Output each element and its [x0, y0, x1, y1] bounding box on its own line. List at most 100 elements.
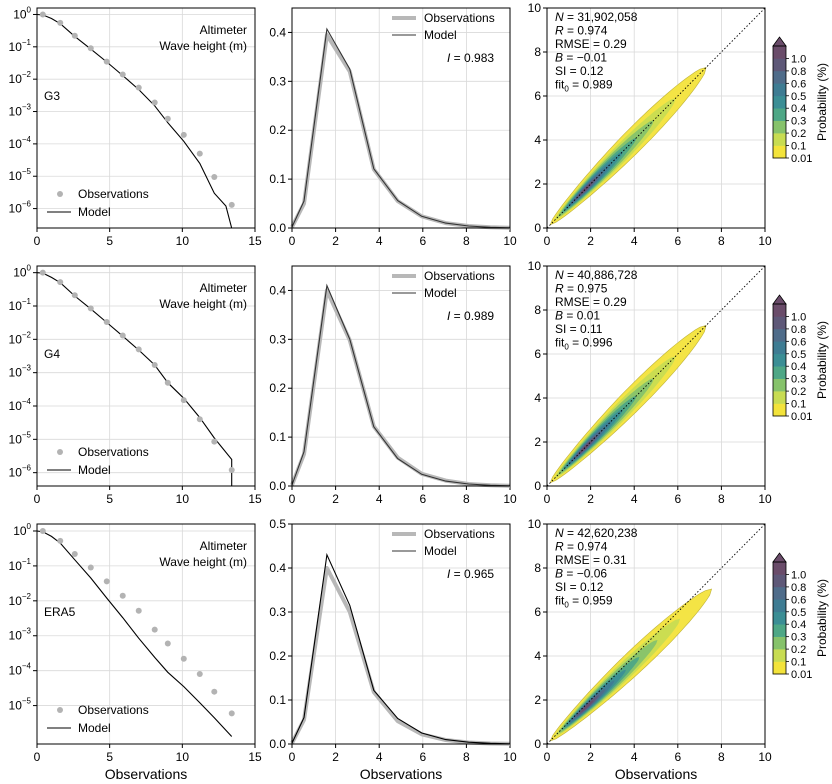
- ytick-label: 0.5: [269, 517, 286, 531]
- colorbar-segment: [773, 316, 786, 330]
- tick-exponent: −5: [22, 697, 32, 706]
- colorbar-tick-label: 0.01: [791, 153, 812, 165]
- tick-base: 10: [9, 594, 23, 608]
- statistic-line: fit0 = 0.996: [555, 336, 613, 352]
- colorbar-tick-label: 0.4: [791, 103, 806, 115]
- tick-exponent: −2: [22, 592, 32, 601]
- colorbar-segment: [773, 586, 786, 600]
- pdf-panel: 0.0 0.1 0.2 0.3 0.4 0.5 0 2 4 6 8 10 Observations Mod…: [269, 517, 517, 764]
- colorbar-segment: [773, 95, 786, 109]
- ytick-label: 0.1: [269, 693, 286, 707]
- colorbar-label: Probability (%): [815, 63, 829, 141]
- colorbar-tick-label: 0.8: [791, 324, 806, 336]
- tick-exponent: −1: [22, 557, 32, 566]
- colorbar-frame: [772, 561, 787, 675]
- ytick-label: 0.4: [269, 561, 286, 575]
- statistic-line: N = 42,620,238: [555, 526, 638, 540]
- tick-base: 10: [9, 72, 23, 86]
- pdf-panel: 0.0 0.1 0.2 0.3 0.4 0 2 4 6 8 10 Observations Model I…: [269, 265, 517, 506]
- observation-point: [228, 201, 235, 208]
- observation-point: [180, 397, 187, 404]
- observation-point: [211, 438, 218, 445]
- colorbar-extend-arrow: [772, 552, 787, 563]
- tick-base: 10: [13, 7, 27, 21]
- stat-value: = 0.974: [564, 540, 608, 554]
- ytick-label: 6: [534, 89, 541, 103]
- colorbar-tick-label: 0.5: [791, 349, 806, 361]
- observation-point: [57, 537, 64, 544]
- x-axis-label: Observations: [360, 766, 442, 782]
- tick-base: 10: [9, 299, 23, 313]
- tick-exponent: −5: [22, 430, 32, 439]
- ytick-label: 10−4: [9, 397, 32, 413]
- observation-point: [228, 467, 235, 474]
- statistic-line: fit0 = 0.959: [555, 594, 613, 610]
- agreement-index: I = 0.965: [447, 567, 494, 581]
- statistic-line: B = 0.01: [555, 309, 600, 323]
- statistic-line: fit0 = 0.989: [555, 78, 613, 94]
- observation-point: [57, 279, 64, 286]
- xtick-label: 4: [631, 492, 638, 506]
- model-label: G4: [44, 347, 60, 361]
- tick-exponent: −4: [22, 397, 32, 406]
- colorbar-label: Probability (%): [815, 321, 829, 399]
- ytick-label: 0.3: [269, 74, 286, 88]
- tick-exponent: −3: [22, 103, 32, 112]
- xtick-label: 8: [463, 234, 470, 248]
- xtick-label: 10: [503, 492, 517, 506]
- observation-point: [164, 115, 171, 122]
- colorbar-segment: [773, 145, 786, 159]
- stat-subscript: 0: [564, 85, 569, 94]
- ytick-label: 0.4: [269, 25, 286, 39]
- xtick-label: 10: [176, 234, 190, 248]
- ytick-label: 6: [534, 347, 541, 361]
- observation-point: [211, 688, 218, 695]
- colorbar: 0.010.10.20.30.40.50.60.81.0 Probability …: [772, 36, 829, 165]
- xtick-label: 8: [718, 234, 725, 248]
- colorbar-tick-label: 0.01: [791, 411, 812, 423]
- stat-subscript: 0: [564, 343, 569, 352]
- panel-title-line: Wave height (m): [159, 555, 247, 569]
- tick-base: 10: [9, 466, 23, 480]
- colorbar-segment: [773, 378, 786, 392]
- ytick-label: 100: [13, 5, 31, 21]
- colorbar-tick-label: 1.0: [791, 53, 806, 65]
- observation-point: [151, 361, 158, 368]
- statistic-line: B = −0.01: [555, 51, 607, 65]
- colorbar-segment: [773, 353, 786, 367]
- stat-value: = 0.01: [563, 309, 600, 323]
- colorbar-segment: [773, 366, 786, 379]
- stat-symbol: B: [555, 309, 563, 323]
- pdf-panel: 0.0 0.1 0.2 0.3 0.4 0 2 4 6 8 10 Observations Model I…: [269, 7, 517, 248]
- ytick-label: 0.0: [269, 737, 286, 751]
- ytick-label: 2: [534, 177, 541, 191]
- colorbar-tick-label: 0.4: [791, 619, 806, 631]
- legend-observation-marker: [57, 191, 63, 197]
- observation-point: [196, 416, 203, 423]
- one-to-one-line: [546, 523, 766, 745]
- density-contour: [580, 700, 594, 713]
- stat-subscript: 0: [564, 601, 569, 610]
- tick-exponent: −3: [22, 627, 32, 636]
- colorbar-tick-label: 0.2: [791, 386, 806, 398]
- ytick-label: 10−2: [9, 70, 32, 86]
- legend-label: Observations: [424, 269, 495, 283]
- tick-base: 10: [9, 399, 23, 413]
- ytick-label: 0: [534, 221, 541, 235]
- xtick-label: 2: [332, 234, 339, 248]
- tick-base: 10: [13, 524, 27, 538]
- density-contour: [579, 440, 592, 453]
- ytick-label: 0.1: [269, 172, 286, 186]
- colorbar-tick-label: 0.4: [791, 361, 806, 373]
- stat-value: = 0.974: [564, 24, 608, 38]
- xtick-label: 0: [289, 234, 296, 248]
- tick-exponent: −6: [22, 200, 32, 209]
- panel-title-line: Altimeter: [200, 281, 247, 295]
- agreement-index: I = 0.983: [447, 51, 494, 65]
- stat-symbol: R: [555, 282, 564, 296]
- xtick-label: 0: [289, 750, 296, 764]
- observation-point: [196, 671, 203, 678]
